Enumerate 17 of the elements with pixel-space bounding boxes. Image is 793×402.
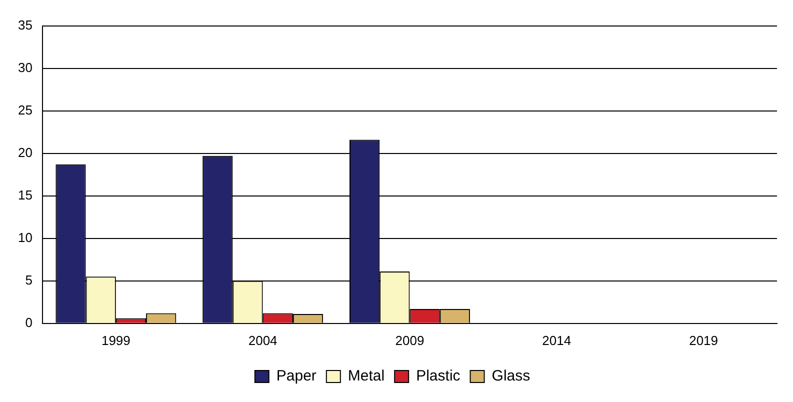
legend-label: Metal xyxy=(348,368,385,385)
y-tick-label: 30 xyxy=(18,60,32,75)
x-tick-label: 1999 xyxy=(101,332,130,348)
y-tick-label: 35 xyxy=(18,17,32,32)
y-tick-label: 15 xyxy=(18,187,32,202)
x-tick-label: 2009 xyxy=(395,332,424,348)
x-tick-label: 2004 xyxy=(248,332,278,348)
y-tick-label: 5 xyxy=(25,272,32,288)
x-tick-label: 2014 xyxy=(542,332,572,348)
y-tick-label: 0 xyxy=(25,314,32,330)
x-tick-label: 2019 xyxy=(689,332,718,348)
y-tick-label: 10 xyxy=(18,230,32,245)
legend-label: Plastic xyxy=(416,368,461,385)
legend-label: Glass xyxy=(492,368,530,385)
y-tick-label: 25 xyxy=(18,102,32,118)
legend-label: Paper xyxy=(276,368,316,385)
y-tick-label: 20 xyxy=(18,144,32,160)
